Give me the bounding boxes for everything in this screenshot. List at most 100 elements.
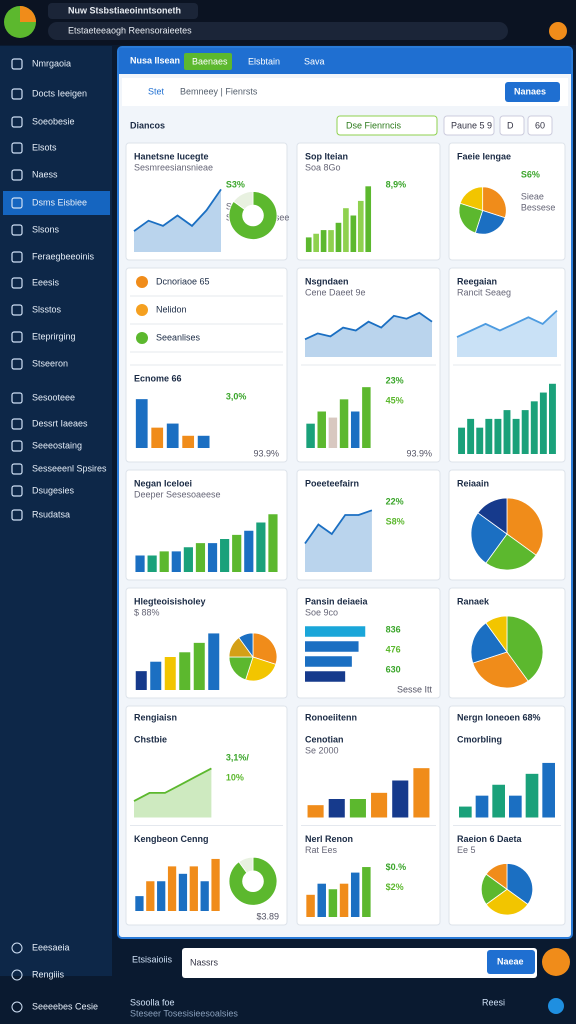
bar [135,555,145,572]
card [296,469,441,581]
label: Nusa Ilsean [130,55,180,65]
fab[interactable] [542,948,570,976]
bar [328,230,334,252]
label[interactable]: Rsudatsa [32,509,70,519]
bar [305,641,359,652]
label[interactable]: Seeeostaing [32,440,82,450]
toolbar-button[interactable] [505,82,560,102]
label[interactable]: Eteprirging [32,331,76,341]
label: Etsisaioiis [132,954,173,964]
slice [485,863,508,891]
card [296,705,441,926]
slice [245,656,277,682]
label: $2% [386,882,404,892]
url-bar[interactable] [48,22,508,40]
label[interactable]: Feraegbeeoinis [32,251,95,261]
profile[interactable] [549,22,567,40]
bar [147,555,157,572]
sidebar-icon [11,142,23,154]
label[interactable]: Baenaes [192,56,228,66]
row-icon [136,332,148,344]
range[interactable] [443,115,495,136]
bar [200,881,209,911]
tab[interactable] [48,3,198,19]
label: Rengiaisn [134,712,177,722]
label[interactable]: Naess [32,169,58,179]
label[interactable]: Eeesis [32,277,60,287]
label[interactable]: Sesooteee [32,392,75,402]
label[interactable]: Slsstos [32,304,62,314]
bar [182,435,195,448]
bar [157,881,166,911]
bar [306,894,315,917]
label[interactable]: Stseeron [32,358,68,368]
bar [349,799,366,818]
donut-hole [242,204,264,227]
label: Kengbeon Cenng [134,834,209,844]
footer-icon [11,942,23,954]
line [133,767,212,802]
label: Soa 8Go [305,162,341,172]
bar [357,200,364,252]
bar [179,652,191,690]
bar [542,762,555,818]
label: 476 [386,644,401,654]
label: Cene Daeet 9e [305,287,366,297]
filter[interactable] [336,115,438,136]
label[interactable]: Nelidon [156,304,187,314]
bar [365,186,372,252]
label[interactable]: Dsugesies [32,485,75,495]
label[interactable]: Soeobesie [32,116,75,126]
label[interactable]: Dessrt Iaeaes [32,418,88,428]
bar [339,399,349,448]
label[interactable]: Seeanlises [156,332,201,342]
label: S3% [226,179,245,189]
label: Nuw Stsbstiaeoinntsoneth [68,5,181,15]
donut-hole [242,870,264,893]
bar [313,233,319,252]
label[interactable]: Sesseeenl Spsires [32,463,107,473]
line [304,311,433,341]
bar [268,514,278,572]
card [296,587,441,699]
label[interactable]: Docts Ieeigen [32,88,87,98]
bar [150,661,162,690]
bar [371,792,388,818]
line [456,309,558,338]
label: Rat Ees [305,845,338,855]
label: Sesmreesiansnieae [134,162,213,172]
label[interactable]: Elsbtain [248,56,280,66]
label[interactable]: Dcnoriaoe 65 [156,276,210,286]
bar [350,215,357,252]
bar [521,410,529,454]
label: 630 [386,664,401,674]
slice [458,202,484,234]
label[interactable]: Sava [304,56,325,66]
bar [305,237,312,252]
bar [343,208,349,252]
sidebar-icon [11,440,23,452]
bar [307,805,324,818]
option[interactable] [527,115,553,136]
label: Ecnome 66 [134,373,182,383]
chat-button[interactable] [487,950,535,974]
line [133,188,222,232]
slice [485,533,537,571]
label[interactable]: Nmrgaoia [32,58,71,68]
label[interactable]: Dsms Eisbiee [32,197,87,207]
bar [189,866,198,911]
label: Seeeebes Cesie [32,1001,98,1011]
label[interactable]: Slsons [32,224,60,234]
bar [159,551,169,572]
sidebar-icon [11,58,23,70]
row-icon [136,304,148,316]
label: Reegaian [457,276,497,286]
chat-input[interactable] [182,948,537,978]
slice [482,186,507,219]
slice [506,863,534,905]
option[interactable] [499,115,525,136]
bar [167,866,177,911]
bar [413,768,430,818]
label[interactable]: Elsots [32,142,57,152]
